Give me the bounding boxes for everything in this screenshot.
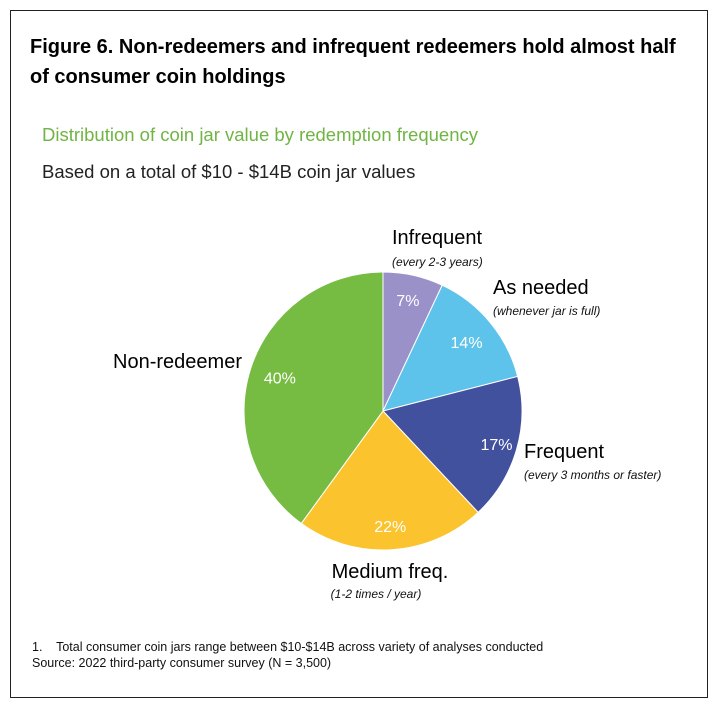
footnote-source: Source: 2022 third-party consumer survey… (32, 656, 332, 670)
pie-labels: 7% Infrequent (every 2-3 years) 14% As neede… (113, 227, 661, 601)
pie-category-label-as-needed: As needed (493, 277, 589, 299)
pie-slice-frequent (382, 375, 523, 514)
pie-slice-as-needed (382, 284, 519, 412)
pie-sublabel-frequent: (every 3 months or faster) (524, 468, 661, 482)
pie-category-label-non-redeemer: Non-redeemer (113, 351, 242, 373)
pie-slice-non-redeemer (243, 271, 384, 525)
figure-frame (10, 10, 708, 698)
footnote-line-1: 1. Total consumer coin jars range betwee… (32, 640, 544, 654)
pie-category-label-medium-freq: Medium freq. (332, 561, 449, 583)
pie-sublabel-as-needed: (whenever jar is full) (493, 304, 600, 318)
footnote: 1. Total consumer coin jars range betwee… (32, 639, 543, 671)
pie-category-label-frequent: Frequent (524, 441, 604, 463)
chart-basis-note: Based on a total of $10 - $14B coin jar … (42, 161, 416, 182)
chart-subtitle: Distribution of coin jar value by redemp… (42, 124, 479, 145)
pie-value-label-non-redeemer: 40% (264, 370, 296, 387)
pie-sublabel-infrequent: (every 2-3 years) (392, 255, 483, 269)
pie-value-label-medium-freq: 22% (374, 519, 406, 536)
pie-slices (243, 271, 523, 551)
pie-category-label-infrequent: Infrequent (392, 227, 483, 249)
pie-sublabel-medium-freq: (1-2 times / year) (331, 587, 422, 601)
figure-title: Figure 6. Non-redeemers and infrequent r… (30, 36, 676, 88)
pie-value-label-infrequent: 7% (396, 293, 419, 310)
pie-value-label-as-needed: 14% (451, 335, 483, 352)
pie-value-label-frequent: 17% (480, 437, 512, 454)
pie-slice-medium-freq (300, 410, 479, 551)
